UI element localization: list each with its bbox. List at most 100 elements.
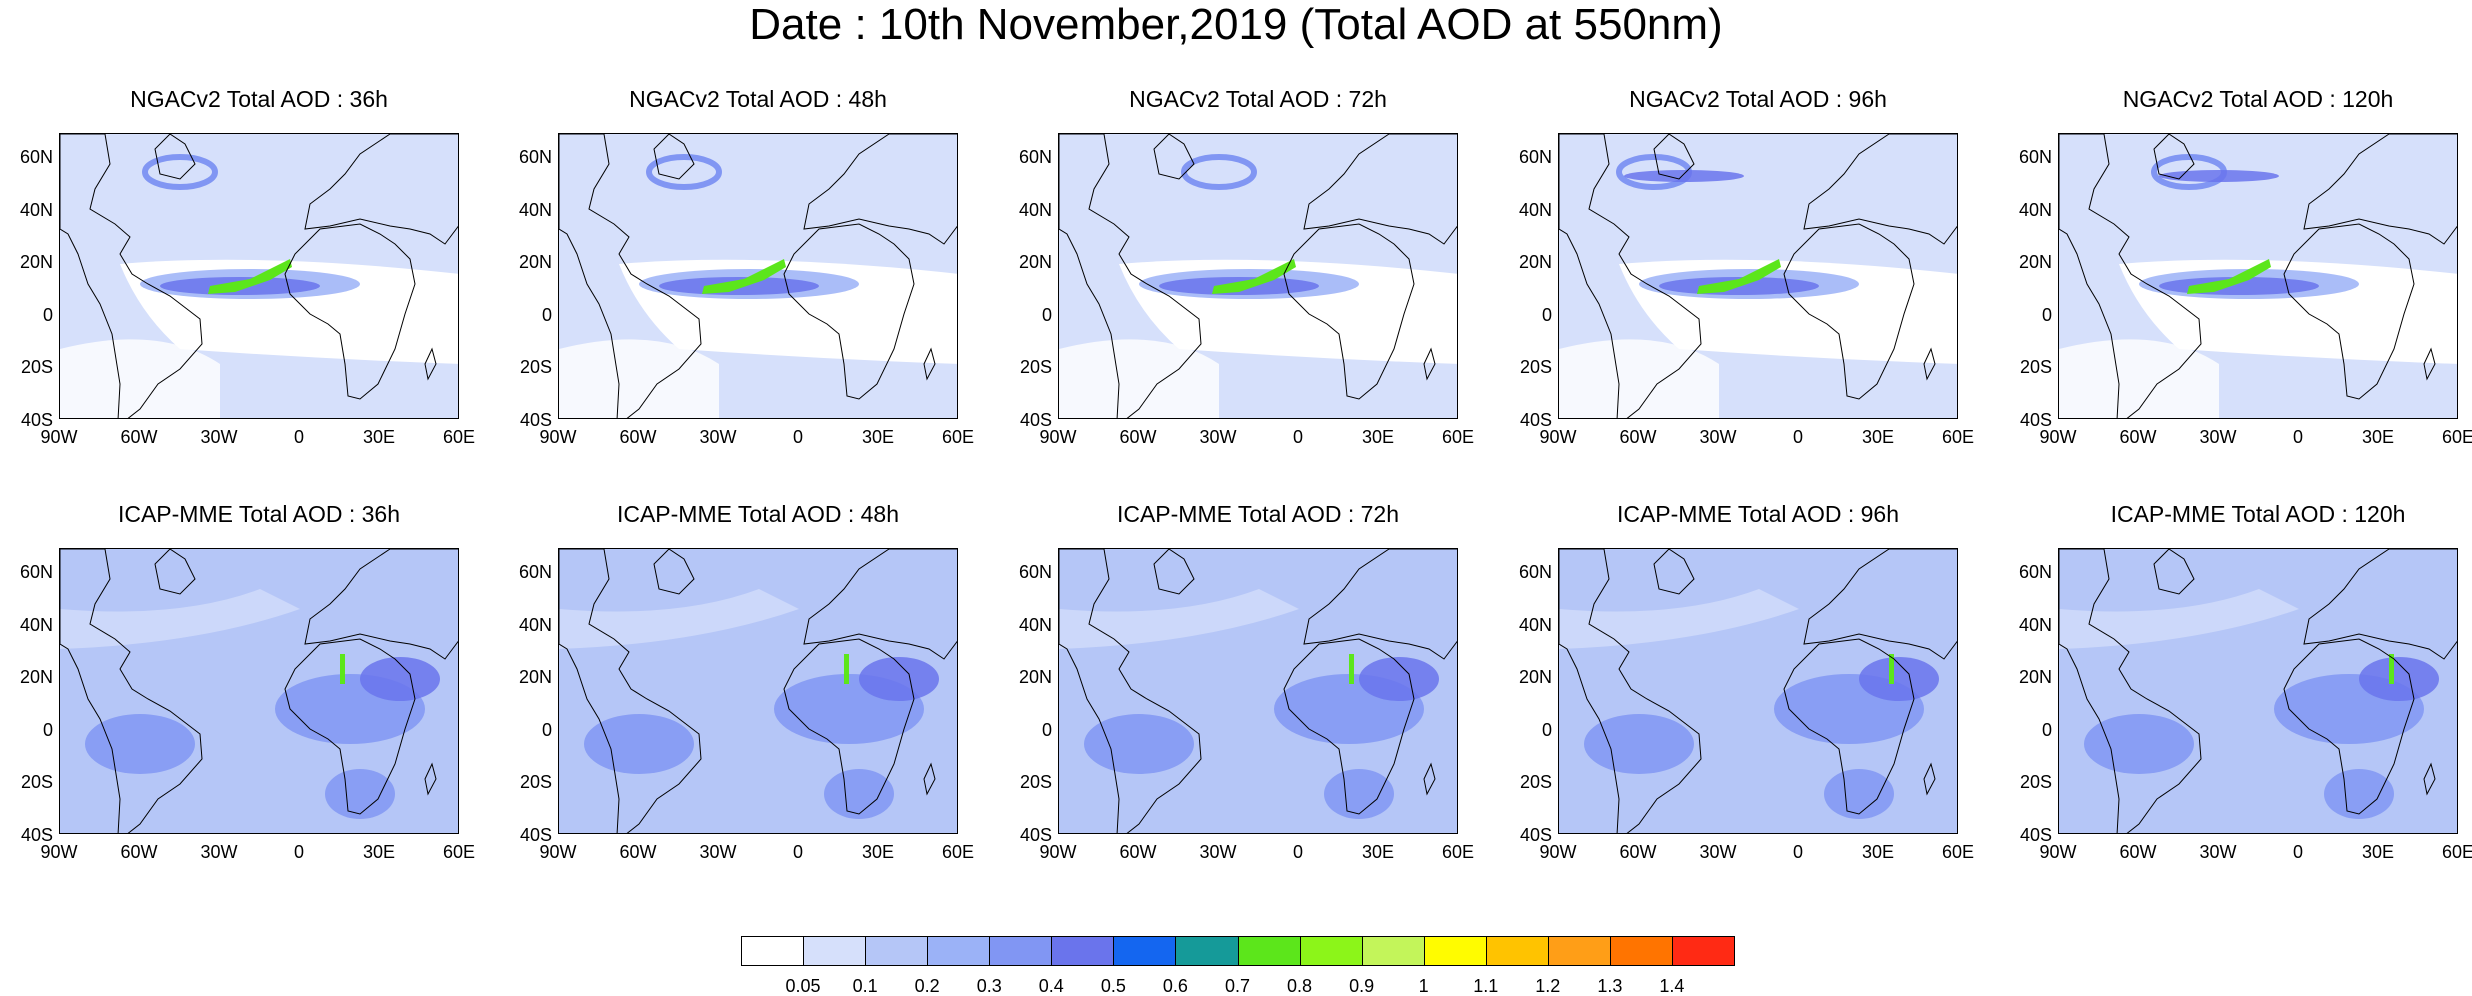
longitude-label: 30W bbox=[699, 842, 737, 862]
colorbar-label: 1.3 bbox=[1597, 976, 1623, 996]
latitude-label: 40N bbox=[19, 614, 53, 635]
colorbar-swatch bbox=[1609, 936, 1673, 966]
latitude-label: 20N bbox=[19, 252, 53, 272]
colorbar-label: 0.9 bbox=[1349, 976, 1375, 996]
longitude-label: 60E bbox=[1941, 427, 1975, 447]
africa-coastline bbox=[783, 223, 915, 400]
high-aod-dust bbox=[208, 259, 292, 294]
low-aod-region bbox=[1059, 339, 1219, 418]
latitude-label: 60N bbox=[518, 147, 552, 167]
map-panel: ICAP-MME Total AOD : 36h 60N 40N 20N 0 20S 40S… bbox=[20, 501, 475, 862]
panel-title: NGACv2 Total AOD : 48h bbox=[629, 86, 887, 112]
colorbar-label: 0.5 bbox=[1100, 976, 1126, 996]
aod-band bbox=[2159, 170, 2279, 182]
madagascar-coastline bbox=[2423, 762, 2436, 796]
longitude-label: 30E bbox=[1361, 842, 1395, 862]
africa-coastline bbox=[1783, 223, 1915, 400]
longitude-label: 30W bbox=[1699, 427, 1737, 447]
map-panel: NGACv2 Total AOD : 72h 60N 40N 20N 0 20S 40S 90… bbox=[1019, 86, 1474, 447]
middle-east-aod bbox=[1859, 657, 1939, 701]
africa-coastline bbox=[284, 638, 416, 815]
colorbar-label: 0.7 bbox=[1224, 976, 1251, 996]
high-aod-dust bbox=[2187, 259, 2271, 294]
panel-title: NGACv2 Total AOD : 36h bbox=[130, 86, 388, 112]
south-america-aod bbox=[1584, 714, 1694, 774]
latitude-label: 0 bbox=[42, 719, 53, 740]
americas-coastline bbox=[559, 549, 702, 833]
low-aod-region bbox=[2059, 339, 2219, 418]
latitude-label: 20S bbox=[519, 772, 552, 792]
longitude-label: 90W bbox=[2039, 842, 2077, 862]
eurasia-coastline bbox=[304, 134, 458, 245]
longitude-label: 0 bbox=[1792, 842, 1803, 862]
middle-east-aod bbox=[360, 657, 440, 701]
aod-map bbox=[2059, 549, 2457, 833]
latitude-label: 20S bbox=[1519, 357, 1552, 377]
latitude-label: 40N bbox=[518, 614, 552, 635]
eurasia-coastline bbox=[2303, 134, 2457, 245]
madagascar-coastline bbox=[1423, 347, 1436, 381]
latitude-label: 60N bbox=[1518, 562, 1552, 582]
latitude-label: 40N bbox=[518, 199, 552, 220]
greenland-coastline bbox=[154, 549, 196, 595]
longitude-label: 60W bbox=[1619, 427, 1657, 447]
southern-africa-aod bbox=[1824, 769, 1894, 819]
panel-title: ICAP-MME Total AOD : 120h bbox=[2110, 501, 2406, 527]
latitude-label: 40S bbox=[20, 824, 53, 845]
latitude-label: 60N bbox=[19, 562, 53, 582]
longitude-label: 0 bbox=[792, 427, 803, 447]
panel-title: ICAP-MME Total AOD : 36h bbox=[117, 501, 401, 527]
longitude-label: 90W bbox=[40, 842, 78, 862]
longitude-label: 30W bbox=[200, 427, 238, 447]
colorbar-label: 0.8 bbox=[1287, 976, 1313, 996]
high-aod-dust bbox=[1889, 654, 1894, 684]
longitude-label: 60W bbox=[619, 427, 657, 447]
latitude-label: 60N bbox=[518, 562, 552, 582]
americas-coastline bbox=[1559, 549, 1702, 833]
low-aod-region bbox=[1559, 589, 1799, 649]
africa-coastline bbox=[1783, 638, 1915, 815]
americas-coastline bbox=[2059, 549, 2202, 833]
greenland-coastline bbox=[1153, 134, 1195, 180]
greenland-coastline bbox=[653, 134, 695, 180]
low-aod-region bbox=[2059, 589, 2299, 649]
high-aod-dust bbox=[1349, 654, 1354, 684]
longitude-label: 30W bbox=[2199, 427, 2237, 447]
latitude-label: 20S bbox=[1019, 357, 1052, 377]
latitude-label: 40N bbox=[1018, 614, 1052, 635]
latitude-label: 20S bbox=[20, 357, 53, 377]
latitude-label: 20N bbox=[2018, 252, 2052, 272]
longitude-label: 30E bbox=[2361, 842, 2395, 862]
storm-swirl bbox=[646, 154, 722, 190]
map-panel: NGACv2 Total AOD : 48h 60N 40N 20N 0 20S 40S 90… bbox=[519, 86, 974, 447]
colorbar-label: 0.6 bbox=[1162, 976, 1188, 996]
longitude-label: 60E bbox=[1441, 427, 1475, 447]
panel-title: NGACv2 Total AOD : 72h bbox=[1129, 86, 1387, 112]
colorbar-label: 0.1 bbox=[852, 976, 878, 996]
colorbar-swatch bbox=[1237, 936, 1301, 966]
low-aod-region bbox=[1559, 339, 1719, 418]
longitude-label: 90W bbox=[1539, 427, 1577, 447]
africa-coastline bbox=[1283, 638, 1415, 815]
longitude-label: 60W bbox=[120, 427, 158, 447]
aod-map bbox=[60, 549, 458, 833]
longitude-label: 30E bbox=[1861, 842, 1895, 862]
low-aod-region bbox=[60, 339, 220, 418]
latitude-label: 20S bbox=[2019, 772, 2052, 792]
storm-swirl bbox=[142, 154, 218, 190]
colorbar-label: 0.05 bbox=[785, 976, 821, 996]
eurasia-coastline bbox=[304, 549, 458, 660]
panel-title: ICAP-MME Total AOD : 48h bbox=[616, 501, 900, 527]
longitude-label: 30W bbox=[1199, 842, 1237, 862]
longitude-label: 30E bbox=[1361, 427, 1395, 447]
longitude-label: 0 bbox=[2292, 842, 2303, 862]
latitude-label: 20S bbox=[20, 772, 53, 792]
colorbar-label: 0.3 bbox=[976, 976, 1002, 996]
latitude-label: 40N bbox=[1018, 199, 1052, 220]
latitude-label: 20N bbox=[2018, 667, 2052, 687]
colorbar-label: 1 bbox=[1418, 976, 1429, 996]
africa-coastline bbox=[1283, 223, 1415, 400]
panel-title: ICAP-MME Total AOD : 96h bbox=[1616, 501, 1900, 527]
madagascar-coastline bbox=[1423, 762, 1436, 796]
longitude-label: 60E bbox=[941, 427, 975, 447]
